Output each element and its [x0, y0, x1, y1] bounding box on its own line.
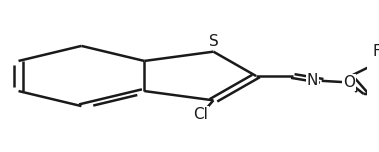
Text: F: F — [372, 44, 379, 59]
Text: S: S — [208, 34, 218, 49]
Text: O: O — [343, 75, 355, 90]
Text: Cl: Cl — [193, 107, 208, 122]
Text: N: N — [307, 73, 318, 88]
